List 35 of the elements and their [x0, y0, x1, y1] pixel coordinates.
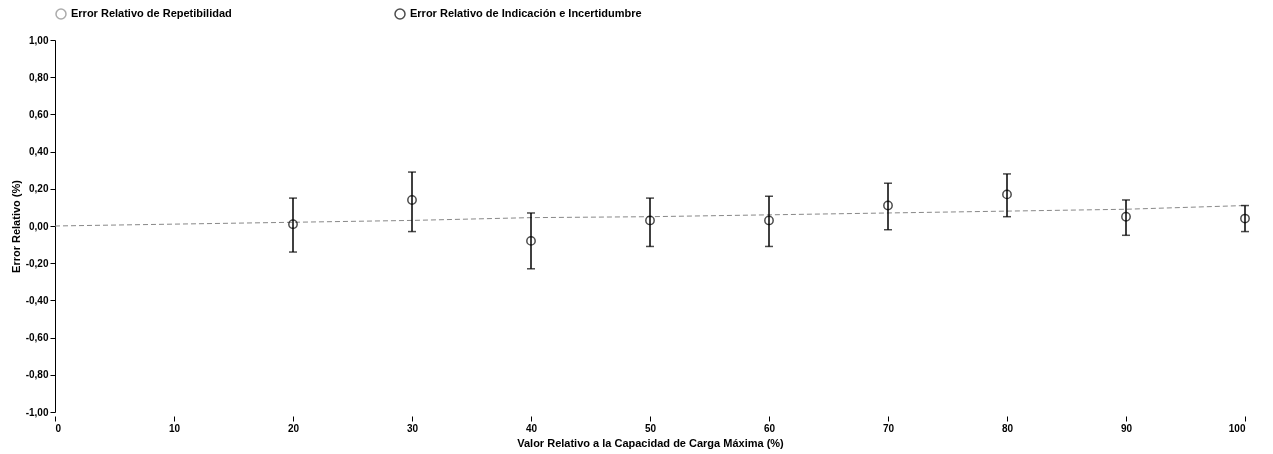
point: [1240, 213, 1250, 224]
point: [526, 235, 536, 246]
x-axis-title: Valor Relativo a la Capacidad de Carga Máxima (%): [517, 436, 785, 449]
x-tick-label: 60: [763, 422, 776, 434]
x-tick-label: 30: [406, 422, 419, 434]
point: [288, 219, 298, 230]
point: [764, 215, 774, 226]
y-tick-label: 0,80: [29, 71, 49, 83]
y-tick-label: -0,40: [25, 294, 49, 306]
x-tick-label: 40: [525, 422, 538, 434]
y-tick-label: -0,80: [25, 369, 49, 381]
y-tick-label: 0,40: [29, 146, 49, 158]
x-tick-label: 100: [1228, 422, 1246, 434]
y-tick-label: -0,60: [25, 332, 49, 344]
point: [407, 195, 417, 205]
point: [645, 215, 655, 226]
point: [1002, 189, 1012, 200]
y-axis-title: Error Relativo (%): [9, 179, 22, 273]
y-tick-label: -1,00: [25, 406, 49, 418]
x-tick-label: 10: [168, 422, 181, 434]
y-tick-label: 0,00: [29, 220, 49, 232]
x-tick-label: 80: [1001, 422, 1014, 434]
x-tick-label: 70: [882, 422, 895, 434]
y-tick-label: 1,00: [29, 34, 49, 46]
legend-label: Error Relativo de Indicación e Incertidumbre: [410, 7, 642, 19]
y-tick-label: 0,60: [29, 108, 49, 120]
point: [883, 200, 893, 211]
x-tick-label: 20: [287, 422, 300, 434]
x-tick-label: 0: [55, 422, 62, 434]
x-tick-label: 90: [1120, 422, 1133, 434]
y-tick-label: -0,20: [25, 257, 49, 269]
point: [1121, 211, 1131, 222]
legend-label: Error Relativo de Repetibilidad: [71, 7, 232, 19]
y-tick-label: 0,20: [29, 183, 49, 195]
x-tick-label: 50: [644, 422, 657, 434]
